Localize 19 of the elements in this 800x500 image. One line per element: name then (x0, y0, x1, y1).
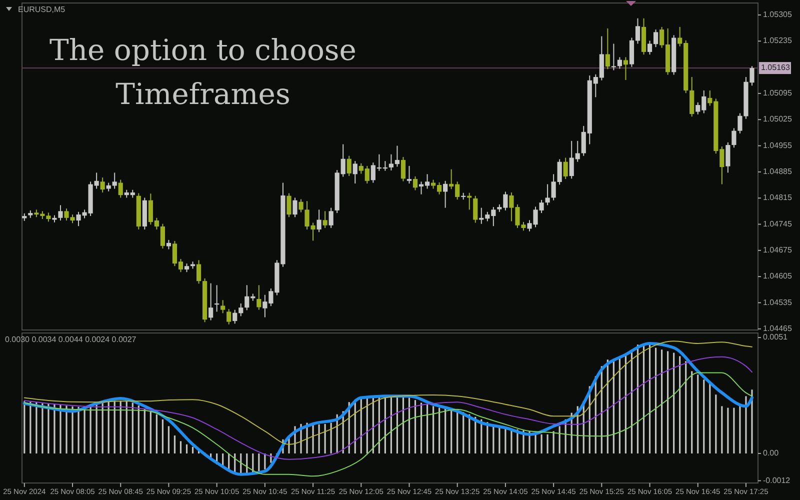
y-tick-label: 1.04885 (763, 167, 792, 176)
y-tick-label: 1.04675 (763, 246, 792, 255)
y-tick-label: 0.00 (763, 448, 780, 458)
chart-title: 0.0030 0.0034 0.0044 0.0024 0.0027 (5, 335, 137, 344)
y-tick-label: 1.04535 (763, 298, 792, 307)
y-tick-label: 1.05305 (763, 10, 792, 20)
y-tick-label: 0.0051 (763, 332, 788, 342)
y-tick-label: 1.05025 (763, 114, 792, 124)
y-tick-label: 1.04815 (763, 193, 792, 202)
chart-title: EURUSD,M5 (18, 5, 66, 14)
y-tick-label: 1.04955 (763, 140, 792, 150)
y-tick-label: 1.05235 (763, 36, 792, 46)
annotation: The option to choose Timeframes (50, 33, 356, 111)
y-tick-label: 1.04605 (763, 272, 792, 281)
ref-line-label: 1.05163 (761, 63, 790, 72)
y-tick-label: 1.04465 (763, 324, 792, 333)
y-tick-label: 1.05095 (763, 88, 792, 98)
y-tick-label: -0.0012 (763, 476, 791, 485)
y-tick-label: 1.04745 (763, 219, 792, 228)
